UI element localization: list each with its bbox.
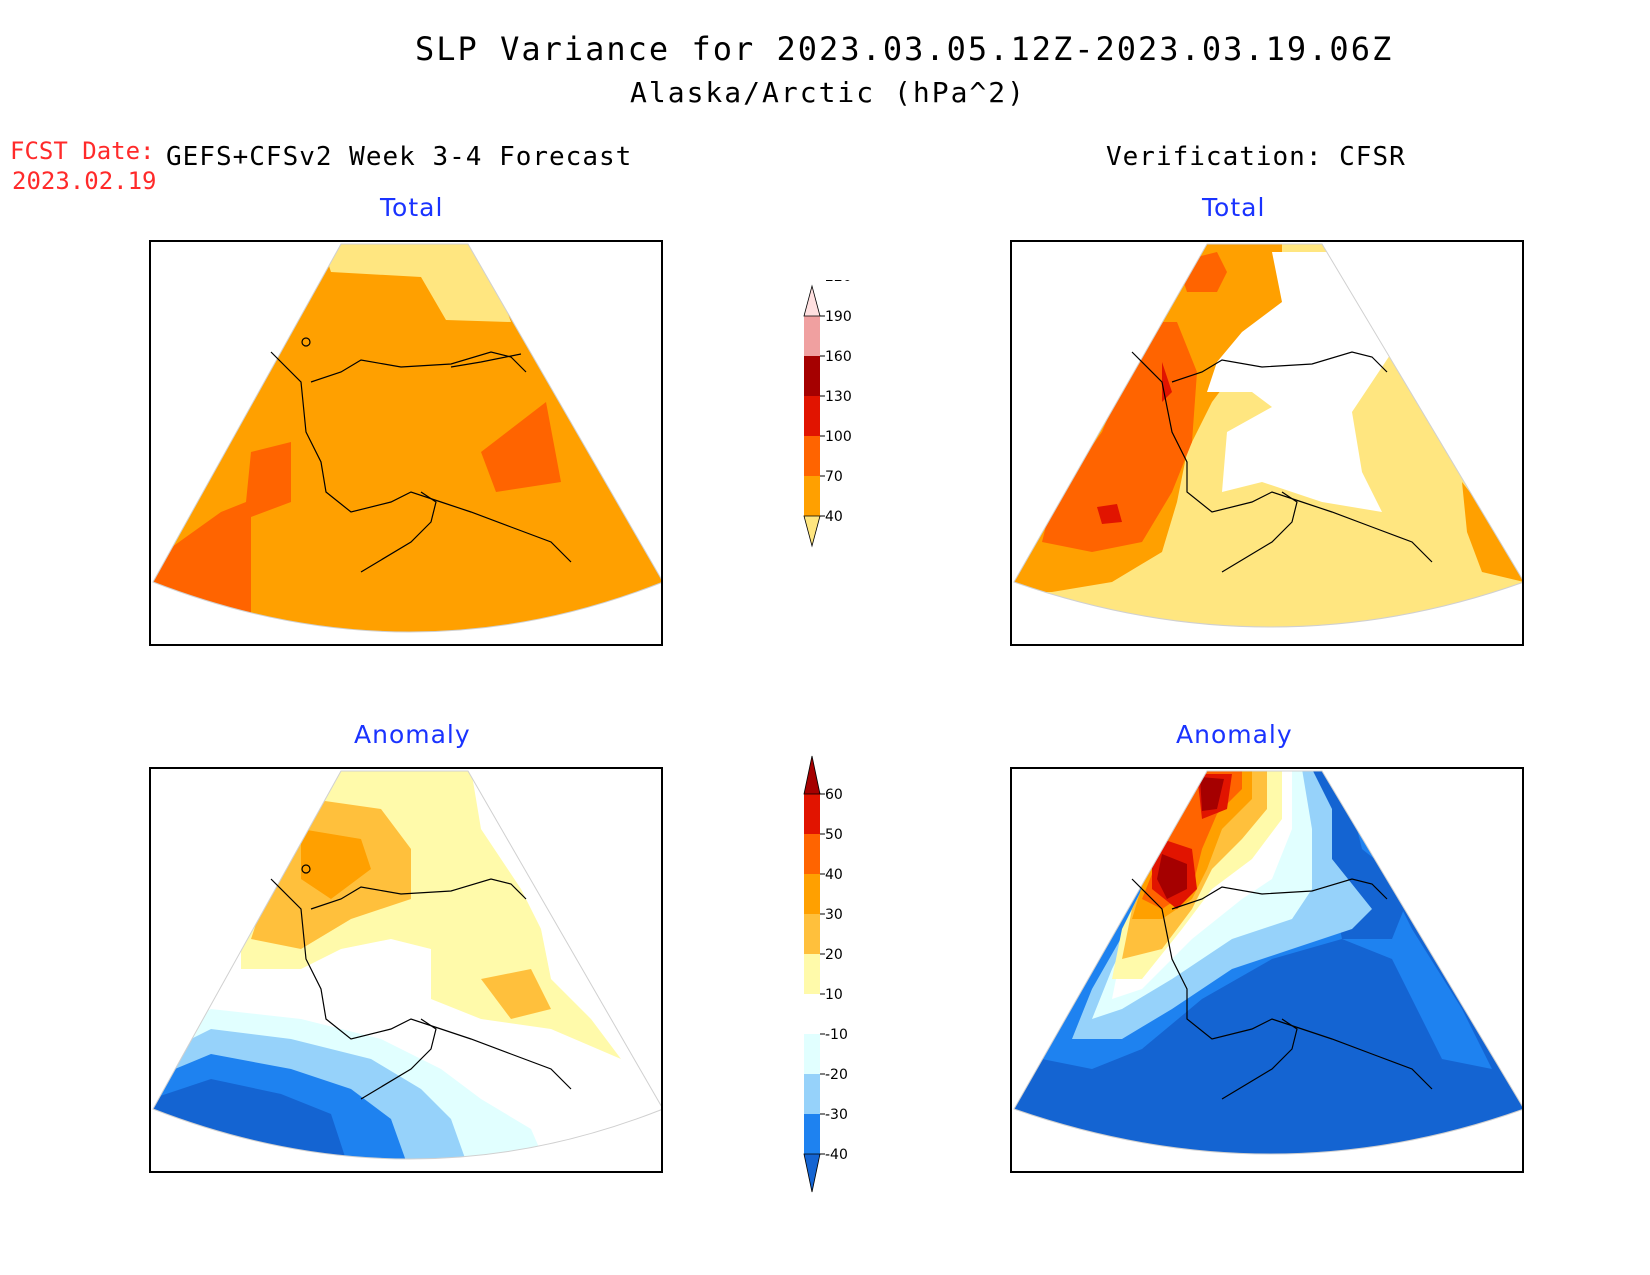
anomaly-colorbar-label: -10 (825, 1027, 848, 1043)
anomaly-colorbar-top-tip (803, 755, 821, 795)
total-colorbar-swatch (804, 476, 820, 516)
anomaly-colorbar-label: 60 (825, 787, 843, 803)
anomaly-colorbar-swatch (804, 914, 820, 954)
verification-heading: Verification: CFSR (1106, 142, 1406, 172)
anomaly-colorbar-swatch (804, 1114, 820, 1154)
forecast-date-value: 2023.02.19 (12, 167, 157, 195)
anomaly-colorbar-swatch (804, 834, 820, 874)
total-colorbar-swatch (804, 316, 820, 356)
map-title: SLP Variance for 2023.03.05.12Z-2023.03.… (415, 30, 1394, 68)
verification-total-title: Total (1202, 193, 1266, 222)
total-colorbar-label: 100 (825, 429, 852, 445)
anomaly-colorbar-label: 30 (825, 907, 843, 923)
total-colorbar-label: 190 (825, 309, 852, 325)
anomaly-colorbar-swatch (804, 794, 820, 834)
anomaly-colorbar-label: -30 (825, 1107, 848, 1123)
verification-total-map (1010, 240, 1524, 646)
verification-anomaly-map (1010, 767, 1524, 1173)
anomaly-colorbar-label: -20 (825, 1067, 848, 1083)
anomaly-colorbar-label: -40 (825, 1147, 848, 1163)
map-subtitle: Alaska/Arctic (hPa^2) (630, 76, 1027, 109)
total-colorbar-top-tip (803, 284, 821, 317)
forecast-anomaly-title: Anomaly (354, 720, 471, 749)
forecast-total-map (149, 240, 663, 646)
total-colorbar: 40 70 100 130 160 190 220 (803, 280, 852, 548)
forecast-date-label: FCST Date: (10, 137, 155, 165)
total-colorbar-label: 220 (825, 280, 852, 285)
anomaly-colorbar-swatch (804, 954, 820, 994)
total-colorbar-swatch (804, 356, 820, 396)
total-colorbar-bottom-tip (803, 515, 821, 548)
total-colorbar-label: 160 (825, 349, 852, 365)
anomaly-colorbar-swatch (804, 874, 820, 914)
anomaly-colorbar-swatch (804, 994, 820, 1034)
forecast-anomaly-map (149, 767, 663, 1173)
anomaly-colorbar-label: 50 (825, 827, 843, 843)
forecast-total-title: Total (380, 193, 444, 222)
total-colorbar-label: 130 (825, 389, 852, 405)
anomaly-colorbar-swatch (804, 1074, 820, 1114)
verification-anomaly-title: Anomaly (1176, 720, 1293, 749)
total-colorbar-label: 70 (825, 469, 843, 485)
anomaly-colorbar-swatch (804, 1034, 820, 1074)
total-colorbar-swatch (804, 396, 820, 436)
total-colorbar-label: 40 (825, 509, 843, 525)
anomaly-colorbar-label: 40 (825, 867, 843, 883)
anomaly-colorbar-label: 10 (825, 987, 843, 1003)
forecast-heading: GEFS+CFSv2 Week 3-4 Forecast (166, 142, 633, 172)
anomaly-colorbar-bottom-tip (803, 1153, 821, 1193)
total-colorbar-swatch (804, 436, 820, 476)
anomaly-colorbar: -40 -30 -20 -10 10 20 30 40 50 60 (803, 755, 848, 1193)
anomaly-colorbar-label: 20 (825, 947, 843, 963)
